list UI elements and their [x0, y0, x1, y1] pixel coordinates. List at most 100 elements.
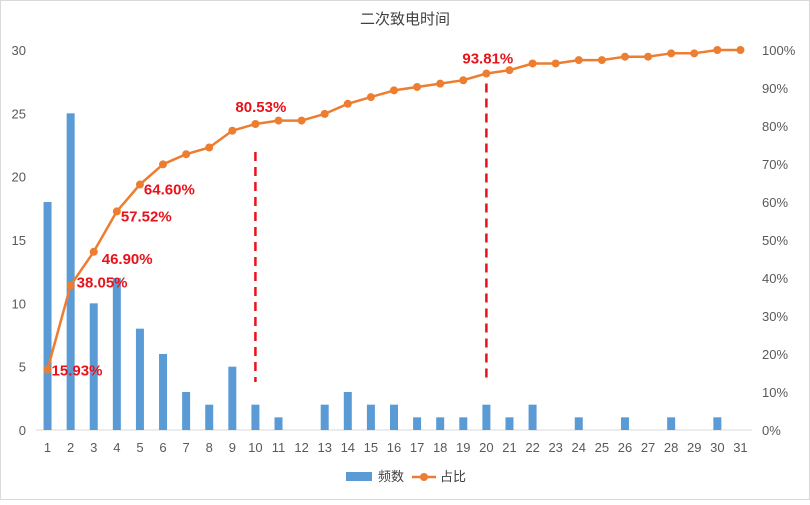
frequency-bar [159, 354, 168, 430]
right-axis-ticks: 0% 10% 20% 30% 40% 50% 60% 70% 80% 90% 100% [762, 43, 796, 438]
left-axis-tick-label: 30 [12, 43, 26, 58]
percentage-annotation: 57.52% [121, 208, 172, 225]
percentage-annotation: 93.81% [462, 51, 513, 68]
legend-bar-label: 频数 [378, 469, 404, 484]
x-axis-tick-label: 22 [525, 440, 539, 455]
x-axis-tick-label: 19 [456, 440, 470, 455]
right-axis-tick-label: 90% [762, 81, 788, 96]
frequency-bars [43, 113, 722, 430]
left-axis-ticks: 0 5 10 15 20 25 30 [12, 43, 26, 438]
x-axis-tick-label: 17 [410, 440, 424, 455]
x-axis-tick-label: 1 [44, 440, 51, 455]
cumulative-point [320, 109, 329, 118]
right-axis-tick-label: 80% [762, 119, 788, 134]
cumulative-point [112, 207, 121, 216]
right-axis-tick-label: 50% [762, 233, 788, 248]
left-axis-tick-label: 25 [12, 106, 26, 121]
cumulative-point [597, 56, 606, 65]
reference-lines [254, 83, 488, 382]
cumulative-point [205, 143, 214, 152]
legend-bar-swatch [346, 472, 372, 481]
percentage-annotations: 15.93% 38.05% 46.90% 57.52% 64.60% 80.53% 93.8… [52, 51, 514, 380]
frequency-bar [205, 404, 214, 430]
cumulative-point [228, 126, 237, 135]
cumulative-point [274, 116, 283, 125]
legend-line-label: 占比 [440, 469, 466, 484]
x-axis-tick-label: 12 [294, 440, 308, 455]
x-axis-tick-label: 6 [159, 440, 166, 455]
x-axis-tick-label: 18 [433, 440, 447, 455]
frequency-bar [320, 404, 329, 430]
right-axis-tick-label: 10% [762, 385, 788, 400]
x-axis-tick-label: 13 [317, 440, 331, 455]
legend-line-marker [420, 473, 428, 481]
cumulative-point [343, 99, 352, 108]
right-axis-tick-label: 100% [762, 43, 796, 58]
cumulative-point [667, 49, 676, 58]
x-axis-tick-label: 26 [618, 440, 632, 455]
frequency-bar [43, 202, 52, 430]
x-axis-tick-label: 7 [183, 440, 190, 455]
cumulative-point [413, 82, 422, 91]
percentage-annotation: 64.60% [144, 182, 195, 199]
frequency-bar [413, 417, 422, 430]
percentage-annotation: 80.53% [235, 99, 286, 116]
right-axis-tick-label: 60% [762, 195, 788, 210]
frequency-bar [713, 417, 722, 430]
x-axis-tick-label: 31 [733, 440, 747, 455]
x-axis-tick-label: 28 [664, 440, 678, 455]
cumulative-point [620, 52, 629, 61]
frequency-bar [89, 303, 98, 430]
percentage-annotation: 15.93% [52, 362, 103, 379]
x-axis-tick-label: 21 [502, 440, 516, 455]
right-axis-tick-label: 30% [762, 309, 788, 324]
x-axis-tick-label: 25 [595, 440, 609, 455]
x-axis-tick-label: 23 [548, 440, 562, 455]
x-axis-tick-label: 5 [136, 440, 143, 455]
right-axis-tick-label: 0% [762, 423, 781, 438]
right-axis-tick-label: 40% [762, 271, 788, 286]
frequency-bar [66, 113, 75, 430]
cumulative-point [66, 281, 75, 290]
frequency-bar [459, 417, 468, 430]
left-axis-tick-label: 5 [19, 360, 26, 375]
frequency-bar [366, 404, 375, 430]
cumulative-point [459, 76, 468, 85]
cumulative-point [505, 66, 514, 75]
x-axis-tick-label: 4 [113, 440, 120, 455]
frequency-bar [343, 392, 352, 430]
x-axis-tick-label: 2 [67, 440, 74, 455]
cumulative-point [297, 116, 306, 125]
cumulative-point [644, 52, 653, 61]
frequency-bar [482, 404, 491, 430]
cumulative-point [366, 93, 375, 102]
cumulative-point [43, 365, 52, 374]
x-axis-tick-label: 20 [479, 440, 493, 455]
cumulative-point [159, 160, 168, 169]
frequency-bar [528, 404, 537, 430]
x-axis-tick-label: 8 [206, 440, 213, 455]
cumulative-point [528, 59, 537, 68]
x-axis-ticks: 1 2 3 4 5 6 7 8 9 10 11 12 13 14 15 16 17 18 19 20 21 22 23 24 2… [44, 440, 748, 455]
cumulative-line [43, 46, 745, 374]
percentage-annotation: 46.90% [102, 251, 153, 268]
left-axis-tick-label: 10 [12, 296, 26, 311]
frequency-bar [390, 404, 398, 430]
x-axis-tick-label: 30 [710, 440, 724, 455]
frequency-bar [505, 417, 514, 430]
frequency-bar [135, 328, 144, 430]
cumulative-point [89, 247, 98, 256]
x-axis-tick-label: 3 [90, 440, 97, 455]
x-axis-tick-label: 16 [387, 440, 401, 455]
frequency-bar [251, 404, 260, 430]
cumulative-point [574, 56, 583, 65]
cumulative-point [482, 69, 491, 78]
cumulative-point [713, 46, 722, 54]
cumulative-point [690, 49, 699, 58]
cumulative-point [182, 150, 191, 159]
right-axis-tick-label: 20% [762, 347, 788, 362]
legend: 频数 占比 [346, 469, 466, 484]
